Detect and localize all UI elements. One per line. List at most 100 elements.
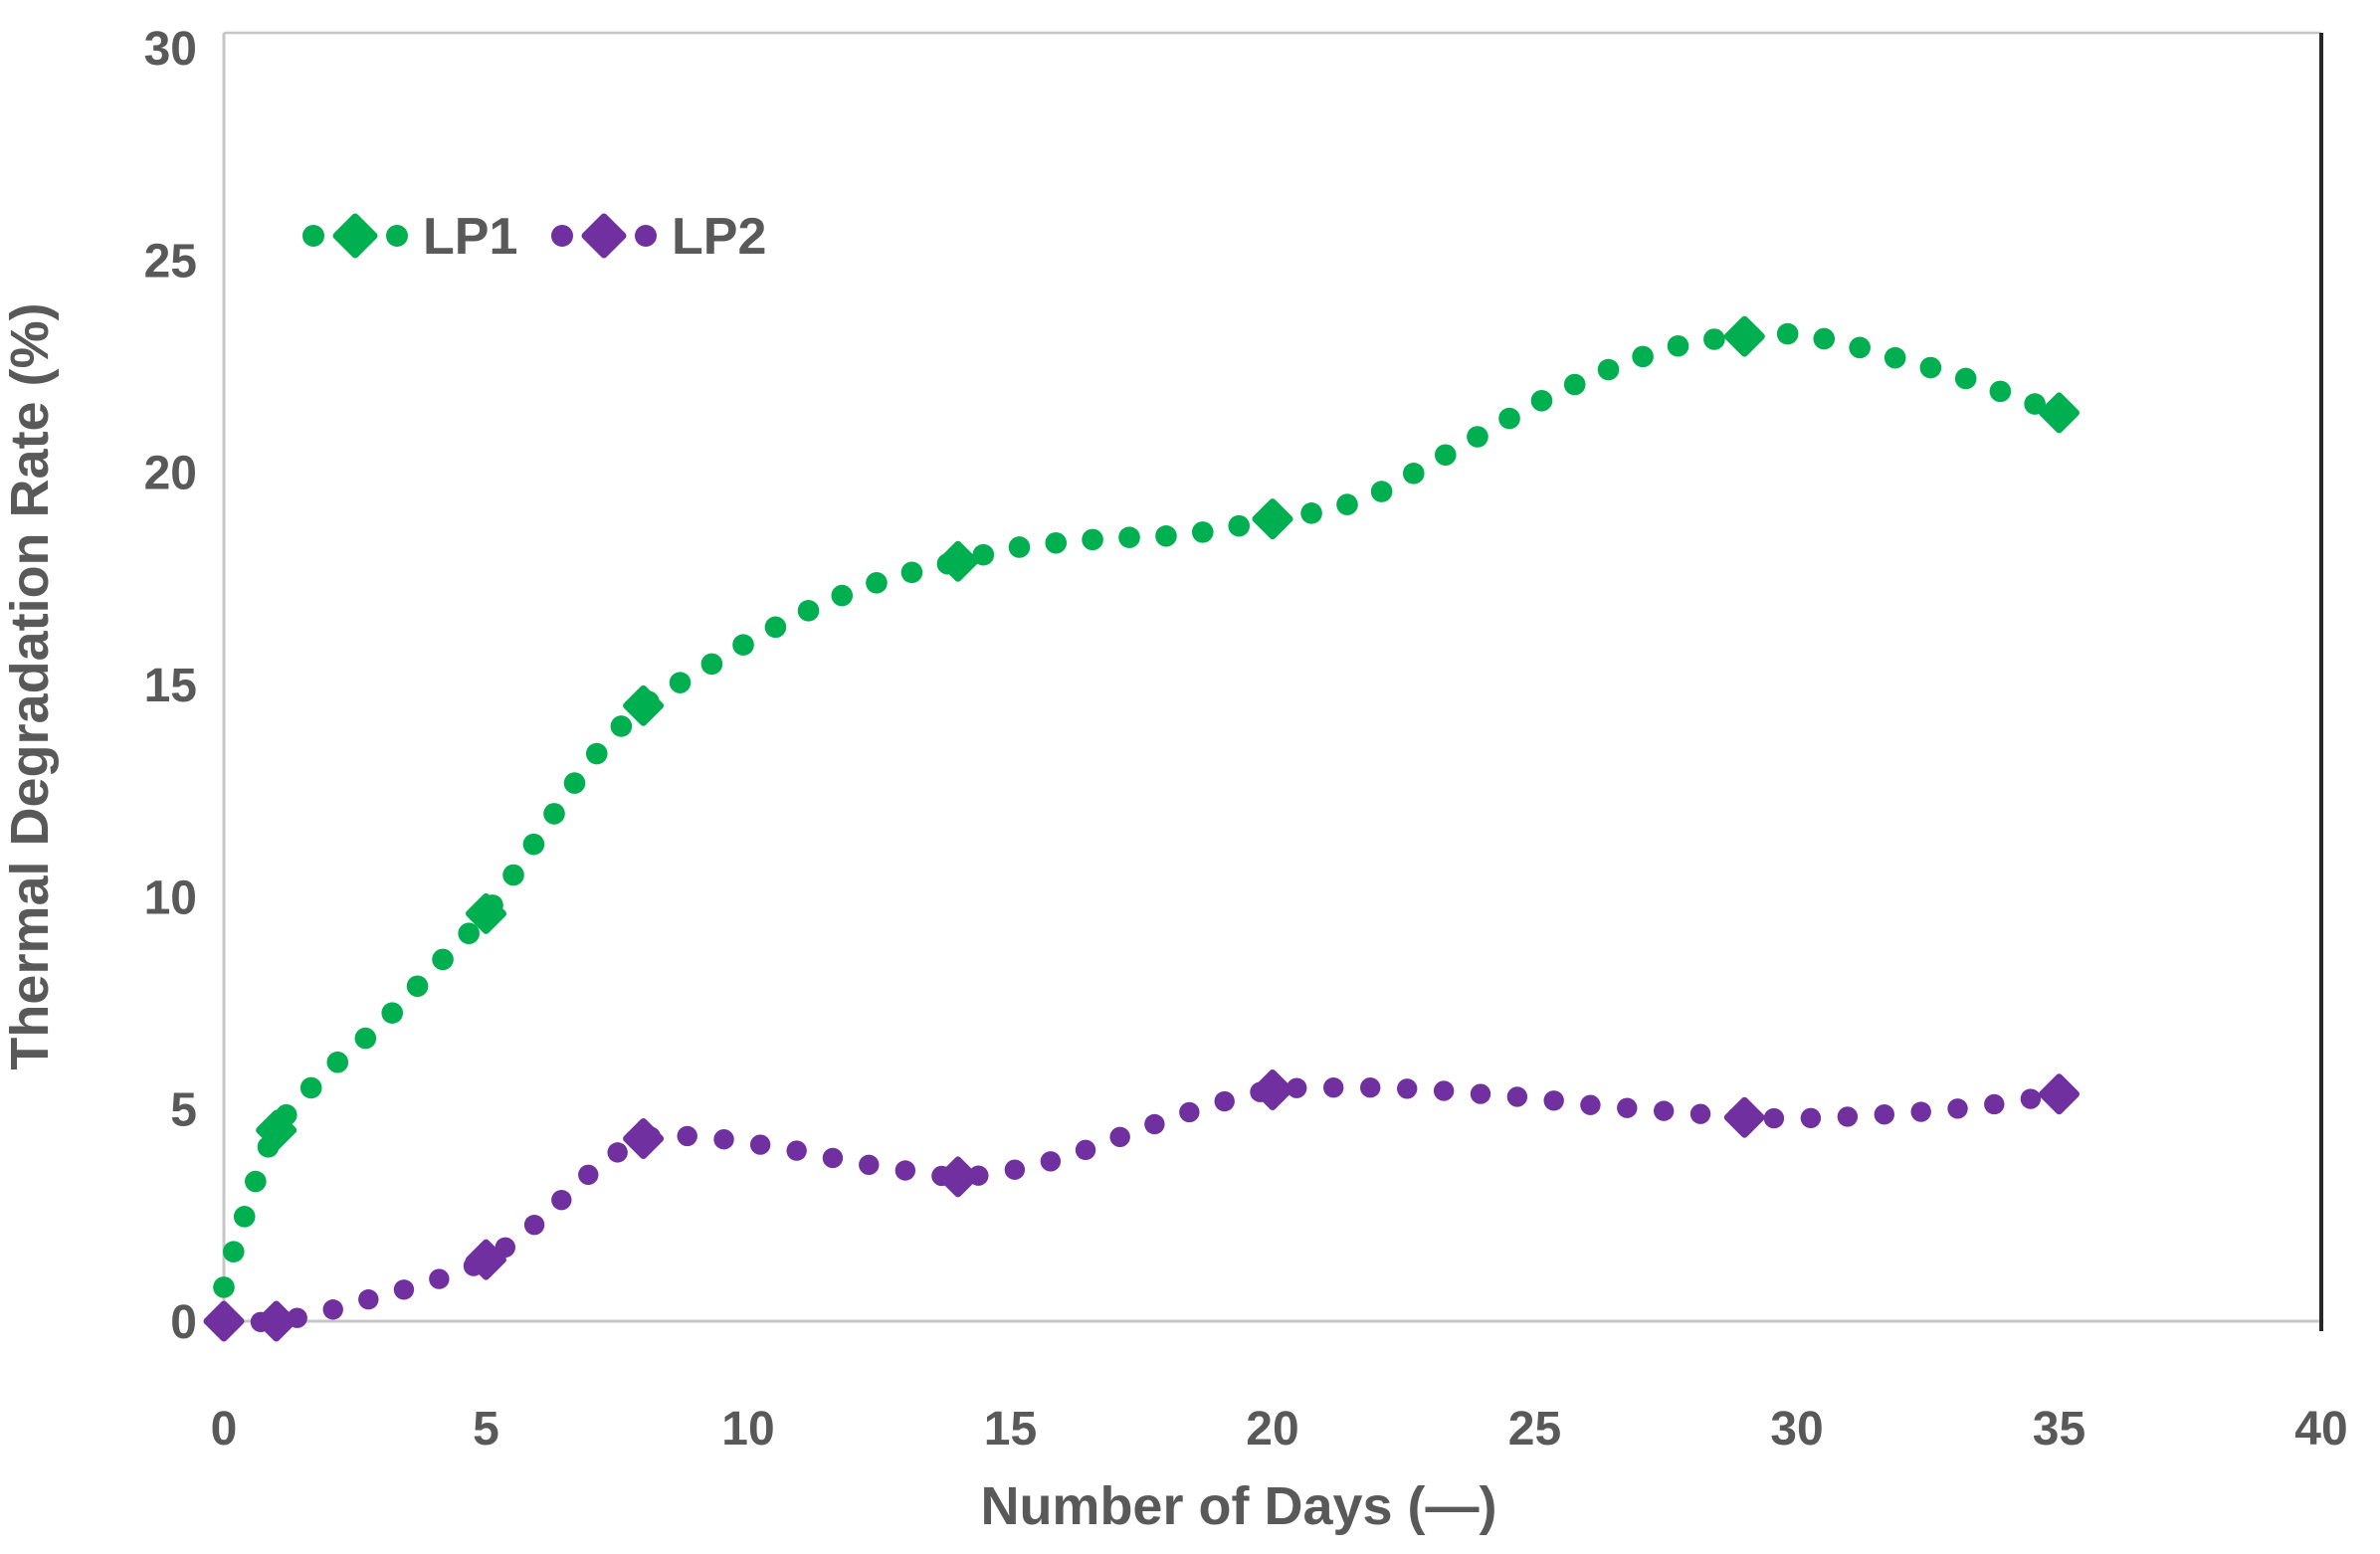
curve-dot — [299, 1076, 322, 1099]
curve-dot — [523, 1214, 545, 1236]
curve-dot — [1763, 1107, 1785, 1129]
curve-dot — [1179, 1101, 1200, 1123]
curve-dot — [1506, 1086, 1528, 1107]
curve-dot — [432, 948, 454, 971]
curve-dot — [213, 1276, 235, 1298]
data-point-lp1 — [466, 892, 506, 934]
curve-dot — [1653, 1100, 1675, 1121]
curve-dot — [1800, 1107, 1822, 1129]
curve-dot — [585, 742, 608, 765]
y-tick-label: 10 — [144, 872, 197, 924]
curve-dot — [1667, 334, 1689, 357]
curve-dot — [859, 1154, 880, 1175]
curve-dot — [1874, 1104, 1894, 1125]
curve-dot — [458, 922, 480, 945]
y-axis-tick-labels: 0 5 10 15 20 25 30 — [144, 23, 197, 1349]
y-tick-label: 30 — [144, 23, 197, 76]
curve-dot — [1155, 524, 1177, 547]
curve-dot — [1433, 1080, 1455, 1101]
legend-item-lp1: LP1 — [302, 208, 517, 266]
legend-diamond-icon — [332, 213, 378, 259]
x-tick-label: 35 — [2033, 1403, 2085, 1456]
curve-dot — [797, 600, 820, 622]
x-tick-label: 15 — [984, 1403, 1037, 1456]
curve-dot — [393, 1279, 415, 1300]
legend-dot-icon — [551, 225, 573, 247]
curve-dot — [381, 1002, 404, 1024]
legend-dot-icon — [302, 225, 324, 247]
plot-area — [221, 31, 2323, 1333]
curve-dot — [2020, 1088, 2042, 1109]
x-tick-label: 40 — [2294, 1403, 2347, 1456]
curve-dot — [1776, 322, 1799, 345]
curve-dot — [578, 1164, 599, 1186]
curve-dot — [1082, 528, 1103, 551]
curve-dot — [1919, 356, 1942, 379]
curve-dot — [700, 653, 723, 676]
curve-dot — [551, 1189, 572, 1211]
data-point-lp1 — [937, 540, 979, 582]
curve-dot — [831, 584, 854, 607]
curve-dot — [713, 1128, 734, 1150]
curve-dot — [1118, 526, 1140, 548]
curve-dot — [429, 1268, 450, 1289]
curve-dot — [2024, 393, 2046, 415]
curve-dot — [732, 634, 754, 656]
curve-dot — [1597, 358, 1620, 381]
curve-dot — [1360, 1077, 1381, 1098]
y-tick-label: 25 — [144, 235, 197, 288]
curve-dot — [1191, 521, 1214, 543]
curve-dot — [1336, 493, 1358, 515]
series-lp1 — [213, 315, 2080, 1298]
legend-diamond-icon — [581, 213, 627, 259]
curve-dot — [1396, 1078, 1418, 1099]
curve-dot — [822, 1147, 844, 1169]
curve-dot — [1947, 1098, 1968, 1119]
legend-label-lp2: LP2 — [672, 208, 766, 266]
curve-dot — [1370, 481, 1393, 502]
data-point-lp1 — [1252, 498, 1293, 540]
curve-dot — [610, 715, 633, 737]
x-tick-label: 20 — [1246, 1403, 1298, 1456]
legend-item-lp2: LP2 — [551, 208, 766, 266]
data-point-lp2 — [1252, 1068, 1293, 1110]
x-tick-label: 10 — [721, 1403, 774, 1456]
curve-dot — [1530, 389, 1553, 412]
curve-dot — [1470, 1083, 1491, 1104]
curve-dot — [522, 833, 545, 856]
curve-dot — [1434, 444, 1457, 467]
curve-dot — [1498, 407, 1520, 430]
curve-dot — [866, 572, 888, 594]
x-axis-title: Number of Days (—) — [980, 1476, 1496, 1536]
legend-dot-icon — [386, 225, 408, 247]
curve-dot — [1543, 1090, 1564, 1111]
x-tick-label: 5 — [473, 1403, 499, 1456]
curve-dot — [900, 561, 923, 584]
curve-dot — [358, 1288, 379, 1310]
curve-dot — [1849, 336, 1871, 359]
curve-dot — [1040, 1151, 1062, 1172]
curve-dot — [1109, 1126, 1130, 1147]
series-lp2 — [203, 1068, 2080, 1342]
curve-dot — [749, 1134, 771, 1155]
curve-dot — [1228, 514, 1251, 537]
x-axis-tick-labels: 0 5 10 15 20 25 30 35 40 — [211, 1403, 2348, 1456]
curve-dot — [1563, 373, 1586, 396]
curve-dot — [1813, 327, 1836, 350]
curve-dot — [1703, 328, 1725, 350]
y-tick-label: 0 — [170, 1296, 197, 1349]
curve-dot — [764, 616, 787, 639]
data-point-lp1 — [623, 684, 665, 726]
curve-dot — [607, 1142, 628, 1163]
data-point-lp2 — [256, 1300, 298, 1342]
legend: LP1 LP2 — [302, 208, 766, 266]
data-point-lp1 — [2039, 392, 2080, 434]
curve-dot — [322, 1299, 343, 1320]
curve-dot — [502, 864, 524, 886]
curve-dot — [1632, 345, 1654, 368]
curve-dot — [1214, 1090, 1235, 1112]
curve-dot — [1910, 1101, 1931, 1122]
curve-dot — [245, 1170, 267, 1193]
curve-dot — [1954, 367, 1977, 390]
